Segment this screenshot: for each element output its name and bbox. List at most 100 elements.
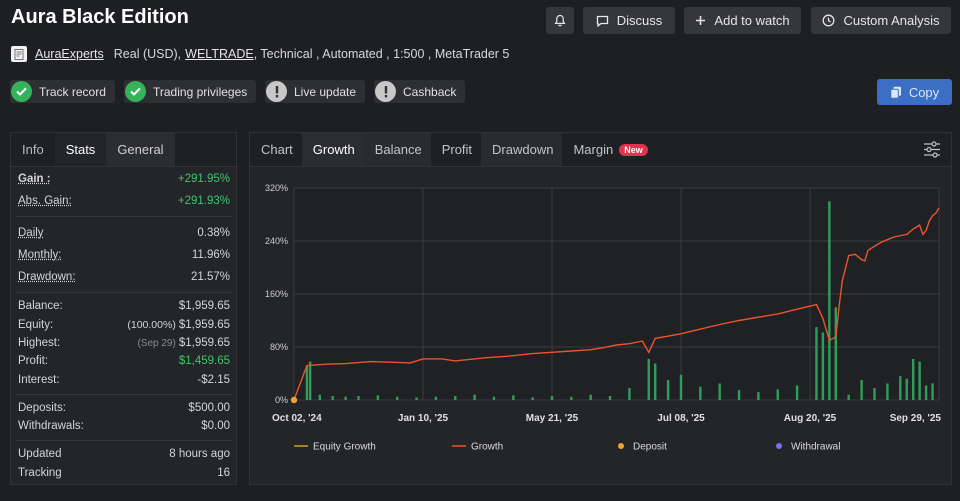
- stat-label: Interest:: [18, 374, 60, 386]
- stat-highest: Highest: (Sep 29) $1,959.65: [18, 337, 230, 349]
- stat-value: $500.00: [188, 402, 230, 414]
- custom-analysis-label: Custom Analysis: [843, 13, 940, 28]
- account-type: Real (USD),: [113, 47, 182, 61]
- badge-trading-privileges[interactable]: Trading privileges: [124, 80, 257, 103]
- tab-stats[interactable]: Stats: [54, 133, 107, 166]
- stat-label: Equity:: [18, 319, 54, 331]
- add-to-watch-button[interactable]: Add to watch: [684, 7, 801, 34]
- stat-value: 11.96%: [191, 249, 230, 261]
- bar: [918, 361, 921, 400]
- stat-balance: Balance: $1,959.65: [18, 300, 230, 312]
- stat-value: $1,959.65: [178, 300, 230, 312]
- stat-value: $1,959.65: [178, 337, 230, 349]
- divider: [16, 292, 232, 293]
- stat-label: Tracking: [18, 467, 62, 479]
- stat-label[interactable]: Abs. Gain:: [18, 195, 72, 207]
- stat-value: 21.57%: [190, 271, 230, 283]
- stat-label[interactable]: Monthly:: [18, 249, 62, 261]
- clock-icon: [823, 14, 835, 27]
- discuss-button[interactable]: Discuss: [583, 7, 675, 34]
- badge-label: Trading privileges: [153, 84, 248, 99]
- stat-label: Profit:: [18, 355, 49, 367]
- stat-label[interactable]: Daily: [18, 227, 44, 239]
- tab-drawdown[interactable]: Drawdown: [481, 133, 563, 166]
- growth-chart: 0% 80% 160% 240% 320% Oct 02, '24 Jan 10, '25 M…: [265, 183, 941, 453]
- bar: [815, 327, 818, 400]
- bar: [821, 332, 825, 400]
- stat-interest: Interest: -$2.15: [18, 374, 230, 386]
- bar: [331, 396, 334, 400]
- bar: [473, 394, 476, 400]
- bar: [834, 307, 837, 400]
- badge-cashback[interactable]: Cashback: [374, 80, 466, 103]
- legend-swatch: [776, 443, 782, 449]
- tab-margin-label: Margin: [573, 142, 614, 157]
- bar: [376, 395, 380, 400]
- chart-panel: Chart Growth Balance Profit Drawdown Mar…: [249, 132, 952, 485]
- account-details-text: , Technical , Automated , 1:500 , MetaTr…: [253, 47, 510, 61]
- stat-value: $1,959.65: [178, 319, 230, 331]
- stat-label: Updated: [18, 448, 62, 460]
- bar: [776, 389, 779, 400]
- copy-button[interactable]: Copy: [877, 79, 952, 105]
- bar: [415, 397, 418, 400]
- owner-link[interactable]: AuraExperts: [35, 47, 104, 61]
- bar: [492, 396, 496, 400]
- bar: [628, 388, 631, 400]
- bell-icon: [554, 14, 566, 27]
- stats-panel: Info Stats General Gain : +291.95% Abs. …: [10, 132, 237, 485]
- stat-label[interactable]: Gain :: [18, 173, 51, 185]
- legend-swatch: [618, 443, 624, 449]
- stat-value: $0.00: [201, 420, 230, 432]
- badge-track-record[interactable]: Track record: [10, 80, 115, 103]
- tab-general[interactable]: General: [106, 133, 175, 166]
- bar: [531, 397, 534, 400]
- tab-growth[interactable]: Growth: [301, 133, 364, 166]
- broker-link[interactable]: WELTRADE: [185, 47, 254, 61]
- stat-prefix: (100.00%): [127, 319, 176, 331]
- exclamation-icon: [375, 81, 396, 102]
- bar: [931, 383, 934, 400]
- bar: [795, 385, 799, 400]
- tab-info[interactable]: Info: [22, 142, 44, 157]
- stat-tracking: Tracking 16: [18, 467, 230, 479]
- stat-label: Deposits:: [18, 402, 66, 414]
- add-to-watch-label: Add to watch: [714, 13, 790, 28]
- comment-icon: [596, 15, 608, 27]
- stat-abs-gain: Abs. Gain: +291.93%: [18, 195, 230, 207]
- bar: [589, 394, 592, 400]
- account-details: AuraExperts Real (USD), WELTRADE , Techn…: [11, 45, 509, 63]
- bar: [570, 396, 573, 400]
- bar: [757, 392, 760, 400]
- stat-daily: Daily 0.38%: [18, 227, 230, 239]
- tab-profit[interactable]: Profit: [441, 142, 473, 157]
- stat-label[interactable]: Drawdown:: [18, 271, 76, 283]
- bar: [318, 394, 321, 400]
- check-icon: [11, 81, 32, 102]
- bar: [357, 396, 360, 400]
- bar: [737, 390, 741, 400]
- notify-button[interactable]: [546, 7, 574, 34]
- sliders-icon[interactable]: [923, 141, 941, 158]
- tab-chart[interactable]: Chart: [261, 142, 293, 157]
- stat-profit: Profit: $1,459.65: [18, 355, 230, 367]
- new-badge: New: [619, 143, 648, 156]
- y-tick-label: 240%: [265, 236, 288, 246]
- custom-analysis-button[interactable]: Custom Analysis: [811, 7, 951, 34]
- legend-label: Growth: [471, 442, 503, 453]
- badge-live-update[interactable]: Live update: [265, 80, 366, 103]
- stat-drawdown: Drawdown: 21.57%: [18, 271, 230, 283]
- tab-margin[interactable]: Margin New: [562, 133, 656, 166]
- bar: [396, 396, 399, 400]
- stat-updated: Updated 8 hours ago: [18, 448, 230, 460]
- bar: [308, 361, 312, 400]
- stat-monthly: Monthly: 11.96%: [18, 249, 230, 261]
- document-icon: [11, 46, 27, 62]
- bar: [905, 378, 908, 400]
- legend-label: Deposit: [633, 442, 667, 453]
- tab-balance[interactable]: Balance: [363, 133, 431, 166]
- badge-label: Track record: [39, 84, 106, 99]
- y-tick-label: 320%: [265, 183, 288, 193]
- bar: [654, 363, 657, 400]
- y-tick-label: 160%: [265, 289, 288, 299]
